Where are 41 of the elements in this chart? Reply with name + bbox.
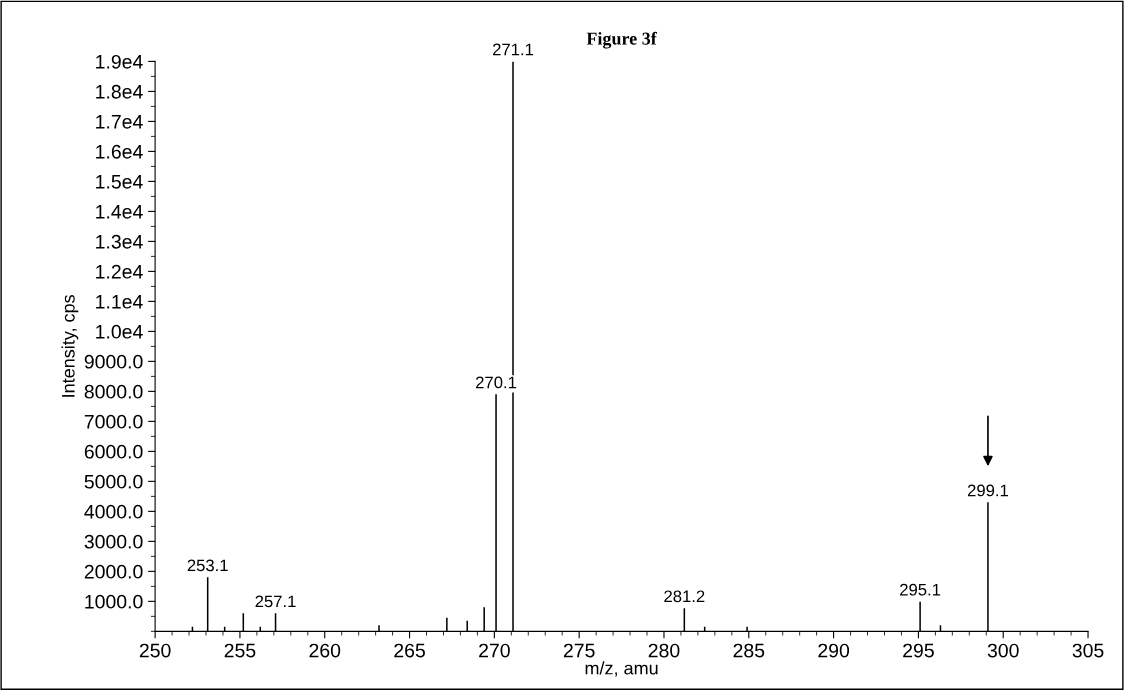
annotation: 271.1 [493, 43, 534, 56]
y-tick-label: 3000.0 [84, 534, 143, 549]
x-tick-label: 265 [394, 643, 425, 658]
x-tick-label: 280 [648, 643, 680, 658]
y-tick-label: 1000.0 [85, 594, 143, 609]
x-tick-label: 270 [479, 643, 510, 658]
annotation: 257.1 [255, 595, 296, 608]
annotation: 299.1 [967, 484, 1008, 497]
y-tick-label: 1.3e4 [96, 234, 143, 249]
y-tick-label: 4000.0 [84, 504, 143, 519]
x-tick-label: 300 [987, 643, 1019, 658]
x-tick-label: 250 [139, 643, 171, 658]
y-tick-label: 1.6e4 [96, 144, 143, 159]
y-tick-label: 7000.0 [84, 414, 143, 429]
x-tick-label: 255 [224, 643, 256, 658]
y-tick-label: 1.9e4 [96, 54, 143, 69]
y-tick-label: 6000.0 [84, 444, 143, 459]
x-tick-label: 305 [1072, 643, 1104, 658]
y-tick-label: 1.5e4 [96, 175, 143, 189]
annotation: 253.1 [187, 559, 228, 572]
annotation: 281.2 [664, 590, 705, 603]
x-tick-label: 275 [563, 643, 595, 658]
y-tick-label: 1.7e4 [96, 115, 143, 129]
annotation: 295.1 [900, 583, 941, 596]
y-tick-label: 1.2e4 [96, 264, 143, 279]
y-tick-label: 1.8e4 [96, 84, 143, 99]
x-axis-title: m/z, amu [585, 661, 658, 677]
y-tick-label: 1.1e4 [96, 295, 143, 309]
y-tick-label: 1.0e4 [96, 324, 143, 339]
y-tick-label: 5000.0 [84, 474, 143, 489]
annotation: 270.1 [476, 376, 517, 389]
y-tick-label: 1.4e4 [96, 205, 143, 219]
x-tick-label: 260 [309, 643, 341, 658]
y-tick-label: 9000.0 [84, 354, 143, 369]
y-axis-title: Intensity, cps [61, 295, 79, 397]
x-tick-label: 295 [903, 643, 934, 658]
chart-title: Figure 3f [586, 31, 657, 49]
y-tick-label: 2000.0 [84, 564, 143, 579]
x-tick-label: 285 [733, 643, 765, 658]
y-tick-label: 8000.0 [84, 384, 143, 399]
x-tick-label: 290 [818, 643, 850, 658]
